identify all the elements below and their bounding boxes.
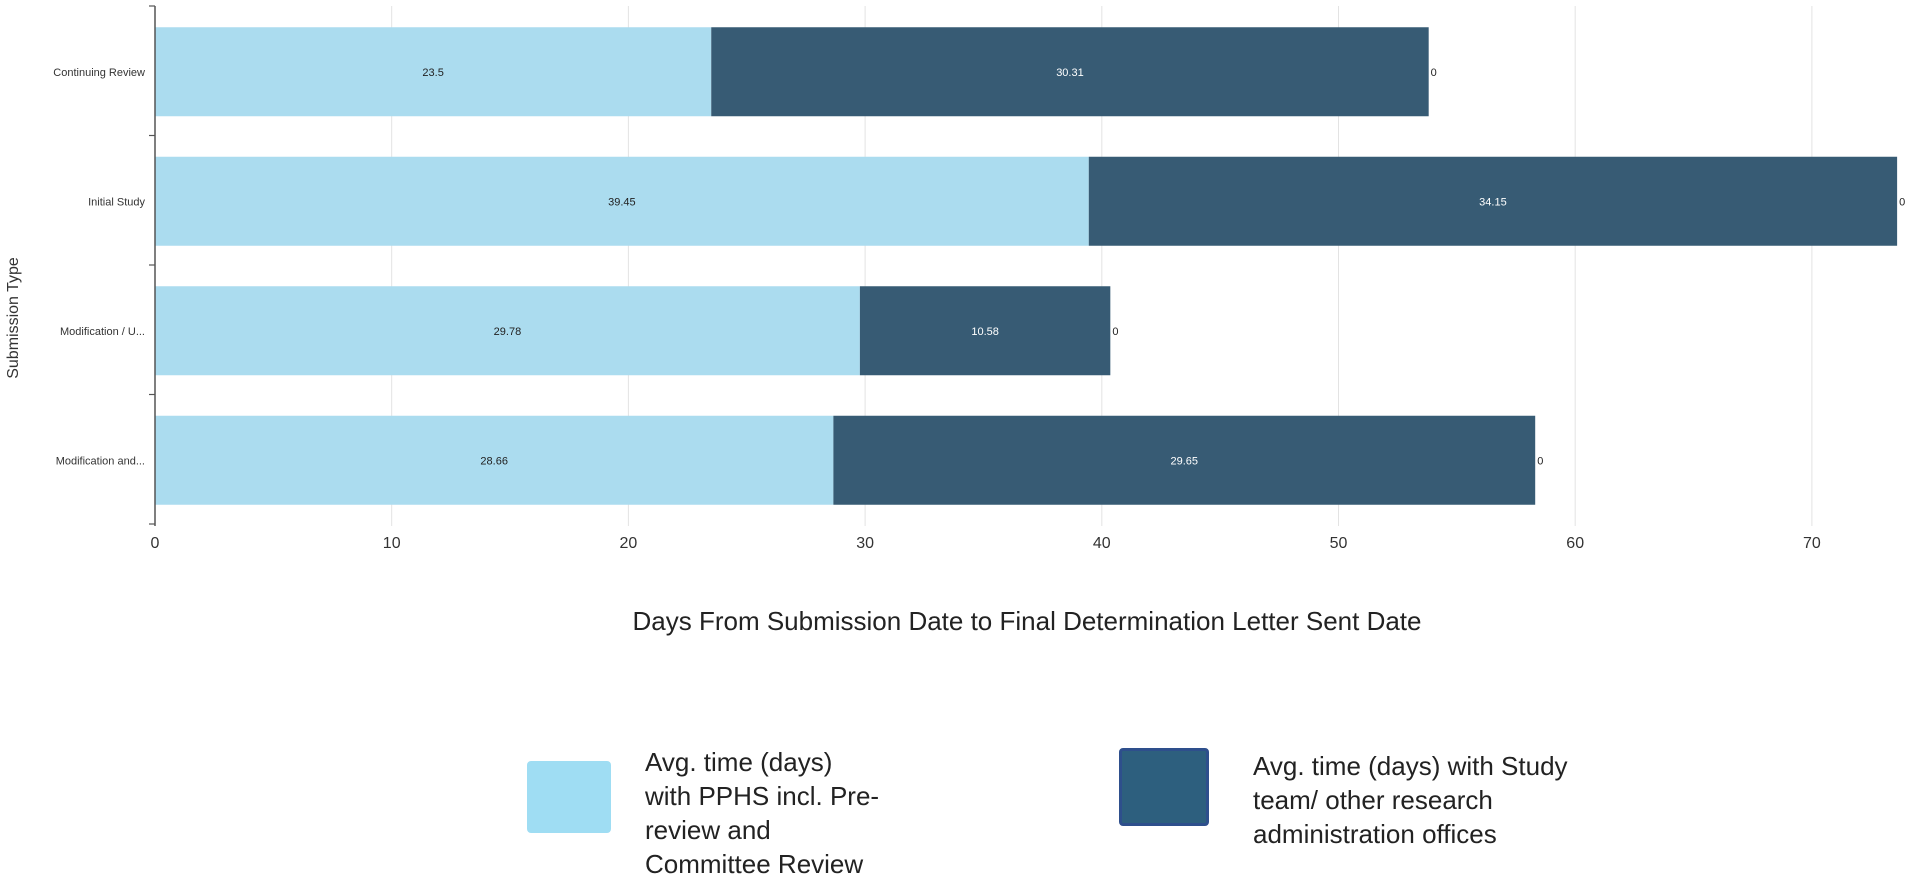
bar-segment-pphs bbox=[155, 156, 1089, 246]
legend-line: with PPHS incl. Pre- bbox=[645, 781, 880, 811]
legend-line: review and bbox=[645, 815, 771, 845]
legend-swatch-pphs bbox=[527, 761, 611, 833]
x-tick-label: 30 bbox=[856, 535, 874, 552]
bar-value-label: 10.58 bbox=[971, 326, 999, 338]
legend-label-pphs: Avg. time (days) with PPHS incl. Pre- re… bbox=[645, 745, 879, 881]
category-label: Modification / U... bbox=[60, 326, 145, 338]
stacked-bar-chart: 23.5 30.31 0 39.45 34.15 0 29.78 10.58 0 28.66 29.… bbox=[5, 5, 1905, 636]
bar-segment-study-team bbox=[859, 286, 1111, 376]
x-tick-label: 20 bbox=[620, 535, 638, 552]
legend-line: Avg. time (days) with Study bbox=[1253, 751, 1568, 781]
bar-total-label: 0 bbox=[1112, 326, 1118, 338]
legend-line: Committee Review bbox=[645, 849, 864, 879]
x-axis-title: Days From Submission Date to Final Deter… bbox=[632, 606, 1421, 636]
bars: 23.5 30.31 0 39.45 34.15 0 29.78 10.58 0 28.66 29.… bbox=[155, 27, 1905, 505]
legend-swatch-study-team bbox=[1119, 748, 1209, 826]
bar-segment-pphs bbox=[155, 27, 712, 117]
bar-segment-pphs bbox=[155, 286, 860, 376]
bar-segment-study-team bbox=[711, 27, 1429, 117]
bar-value-label: 30.31 bbox=[1056, 67, 1084, 79]
axes: 0 10 20 30 40 50 60 70 Continuing Review Initial … bbox=[53, 5, 1821, 552]
category-label: Initial Study bbox=[88, 196, 145, 208]
x-tick-label: 0 bbox=[151, 535, 160, 552]
bar-value-label: 29.65 bbox=[1171, 455, 1199, 467]
bar-total-label: 0 bbox=[1431, 67, 1437, 79]
bar-value-label: 34.15 bbox=[1479, 196, 1507, 208]
legend-label-study-team: Avg. time (days) with Study team/ other … bbox=[1253, 749, 1568, 851]
x-tick-label: 50 bbox=[1330, 535, 1348, 552]
category-label: Continuing Review bbox=[53, 67, 145, 79]
bar-total-label: 0 bbox=[1899, 196, 1905, 208]
bar-value-label: 23.5 bbox=[422, 67, 443, 79]
bar-total-label: 0 bbox=[1537, 455, 1543, 467]
legend-line: Avg. time (days) bbox=[645, 747, 833, 777]
legend: Avg. time (days) with PPHS incl. Pre- re… bbox=[0, 745, 1907, 879]
x-tick-label: 10 bbox=[383, 535, 401, 552]
bar-segment-study-team bbox=[1088, 156, 1898, 246]
category-label: Modification and... bbox=[56, 455, 145, 467]
bar-value-label: 39.45 bbox=[608, 196, 636, 208]
x-tick-label: 40 bbox=[1093, 535, 1111, 552]
y-axis-title: Submission Type bbox=[5, 257, 22, 379]
legend-line: team/ other research bbox=[1253, 785, 1493, 815]
x-tick-label: 70 bbox=[1803, 535, 1821, 552]
bar-value-label: 29.78 bbox=[494, 326, 522, 338]
x-tick-label: 60 bbox=[1566, 535, 1584, 552]
bar-segment-study-team bbox=[833, 415, 1536, 505]
bar-segment-pphs bbox=[155, 415, 834, 505]
legend-line: administration offices bbox=[1253, 819, 1497, 849]
bar-value-label: 28.66 bbox=[480, 455, 508, 467]
